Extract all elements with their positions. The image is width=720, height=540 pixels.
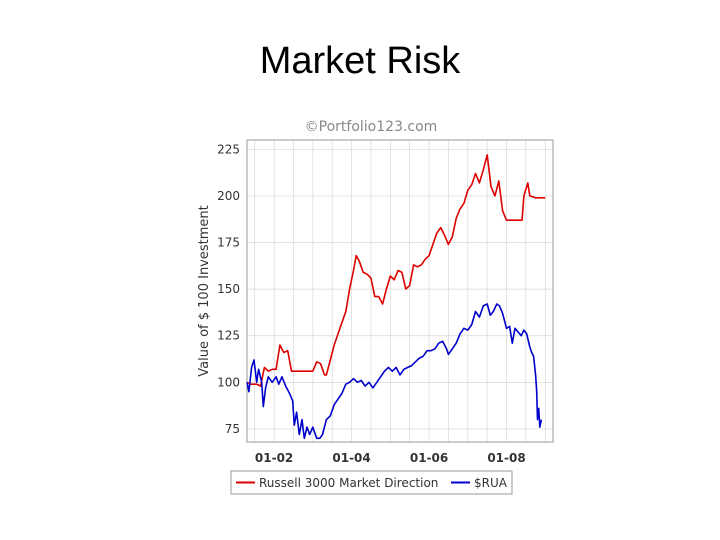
x-tick-label: 01-06 <box>410 451 448 465</box>
series-line-1 <box>246 154 546 387</box>
y-tick-label: 200 <box>217 189 240 203</box>
x-tick-label: 01-08 <box>487 451 525 465</box>
plot-frame <box>246 139 554 443</box>
legend-label-series-2: $RUA <box>474 476 508 490</box>
grid <box>247 140 553 442</box>
x-tick-label: 01-04 <box>332 451 370 465</box>
y-axis-label: Value of $ 100 Investment <box>197 205 212 376</box>
y-tick-label: 175 <box>217 236 240 250</box>
series-lines <box>246 154 546 440</box>
chart-panel-background <box>186 110 560 498</box>
y-tick-label: 225 <box>217 142 240 156</box>
slide-title: Market Risk <box>259 40 461 82</box>
legend-box <box>230 470 513 495</box>
watermark-text: ©Portfolio123.com <box>305 119 438 135</box>
legend: Russell 3000 Market Direction $RUA <box>230 470 513 495</box>
y-tick-label: 150 <box>217 282 240 296</box>
y-tick-label: 100 <box>217 375 240 389</box>
x-tick-labels: 01-02 01-04 01-06 01-08 <box>255 451 526 465</box>
y-tick-label: 75 <box>225 422 240 436</box>
series-line-2 <box>246 303 543 440</box>
x-tick-label: 01-02 <box>255 451 293 465</box>
legend-label-series-1: Russell 3000 Market Direction <box>259 476 438 490</box>
y-tick-label: 125 <box>217 329 240 343</box>
y-tick-labels: 75 100 125 150 175 200 225 <box>217 142 240 436</box>
